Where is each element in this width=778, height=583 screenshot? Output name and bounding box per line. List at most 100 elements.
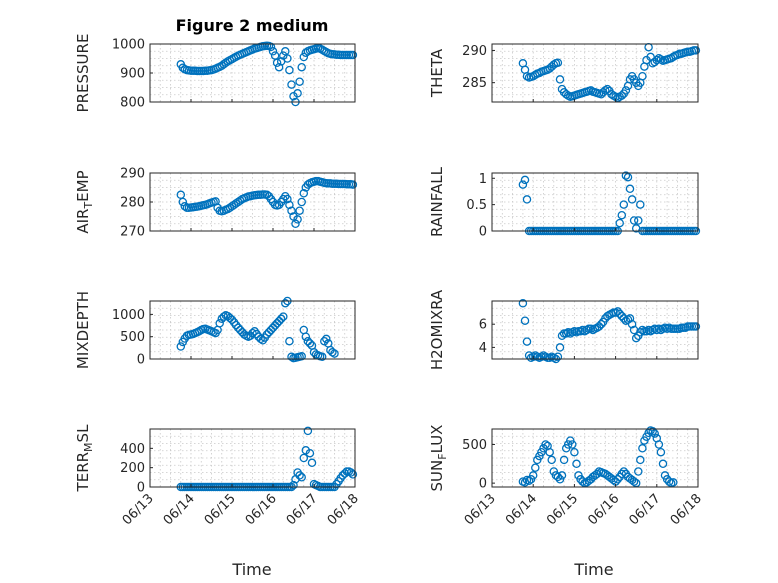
data-point	[225, 203, 235, 213]
data-point	[274, 62, 284, 72]
data-point	[650, 429, 659, 438]
data-point	[524, 476, 534, 486]
data-point	[629, 216, 639, 225]
data-point	[322, 334, 331, 344]
data-point	[219, 312, 229, 321]
data-point	[283, 194, 292, 204]
data-point	[596, 319, 606, 329]
y-tick-label: 1	[479, 172, 487, 187]
axes-frame	[491, 428, 699, 488]
data-point	[619, 200, 629, 209]
y-tick-label: 0	[479, 225, 487, 240]
y-tick-label: 1000	[112, 308, 145, 323]
data-point	[295, 206, 304, 215]
x-axis-label-right: Time	[573, 560, 613, 579]
data-point	[638, 444, 647, 453]
data-point	[297, 352, 306, 361]
data-point	[340, 469, 350, 478]
data-point	[531, 463, 540, 472]
y-axis-label: THETA	[428, 48, 446, 98]
data-point	[629, 477, 639, 486]
data-point	[656, 447, 666, 457]
data-point	[274, 316, 284, 326]
data-point	[256, 334, 265, 344]
data-point	[621, 171, 631, 180]
axes-frame	[149, 428, 356, 488]
data-point	[522, 195, 532, 204]
axes-frame	[149, 300, 356, 360]
data-point	[240, 330, 249, 339]
data-point	[625, 314, 635, 323]
data-point	[634, 467, 643, 476]
data-point	[176, 342, 186, 351]
data-point	[289, 480, 298, 490]
data-point	[285, 65, 294, 75]
y-axis-label: MIXDEPTH	[74, 291, 92, 369]
data-point	[287, 352, 296, 362]
data-point	[518, 299, 528, 308]
data-point	[287, 80, 296, 89]
data-point	[636, 200, 645, 209]
data-point	[295, 471, 304, 480]
data-point	[627, 195, 637, 204]
y-tick-label: 0	[137, 353, 145, 368]
y-axis-label: H2OMIXRA	[428, 289, 446, 370]
data-point	[276, 314, 286, 324]
y-tick-label: 4	[479, 341, 487, 356]
data-point	[627, 319, 637, 329]
y-axis-label: TERRMSL	[74, 424, 95, 493]
data-point	[648, 427, 657, 436]
data-point	[572, 459, 581, 469]
data-point	[518, 180, 528, 189]
data-point	[297, 197, 306, 207]
data-point	[652, 55, 662, 65]
data-point	[248, 328, 257, 338]
data-point	[638, 71, 647, 81]
axes-frame	[491, 172, 699, 232]
data-point	[636, 328, 645, 337]
data-point	[303, 426, 313, 436]
data-point	[568, 440, 577, 449]
data-point	[528, 471, 538, 480]
x-axis-label-left: Time	[231, 560, 271, 579]
data-point	[617, 91, 627, 100]
data-point	[545, 447, 554, 457]
data-point	[623, 172, 633, 182]
data-point	[621, 86, 631, 95]
y-tick-label: 500	[120, 330, 145, 345]
data-point	[664, 477, 674, 486]
data-point	[287, 206, 296, 215]
series-markers	[176, 41, 358, 107]
y-tick-label: 0	[479, 477, 487, 492]
subplot-3: 270 280 290 AIRTEMP	[74, 167, 358, 240]
subplot-4: 0 0.5 1 RAINFALL	[428, 166, 701, 240]
data-point	[285, 200, 294, 210]
data-point	[348, 180, 358, 189]
grid-lines	[149, 429, 356, 487]
data-point	[601, 86, 610, 95]
data-point	[520, 316, 530, 325]
data-point	[592, 469, 602, 479]
data-point	[615, 218, 624, 228]
data-point	[669, 478, 678, 487]
data-point	[691, 322, 701, 331]
data-point	[557, 471, 567, 480]
y-tick-label: 900	[120, 67, 145, 82]
data-point	[634, 216, 643, 225]
data-point	[631, 333, 641, 343]
data-point	[293, 215, 302, 224]
subplot-2: 285 290 THETA	[428, 42, 701, 103]
data-point	[293, 89, 302, 98]
data-point	[178, 197, 188, 207]
data-point	[559, 455, 569, 465]
data-point	[285, 336, 294, 346]
y-tick-label: 290	[462, 44, 487, 59]
data-point	[307, 458, 317, 468]
axes-frame	[491, 43, 699, 103]
data-point	[555, 343, 565, 352]
data-point	[522, 71, 532, 81]
figure-title: Figure 2 medium	[176, 16, 329, 35]
data-point	[578, 477, 587, 486]
